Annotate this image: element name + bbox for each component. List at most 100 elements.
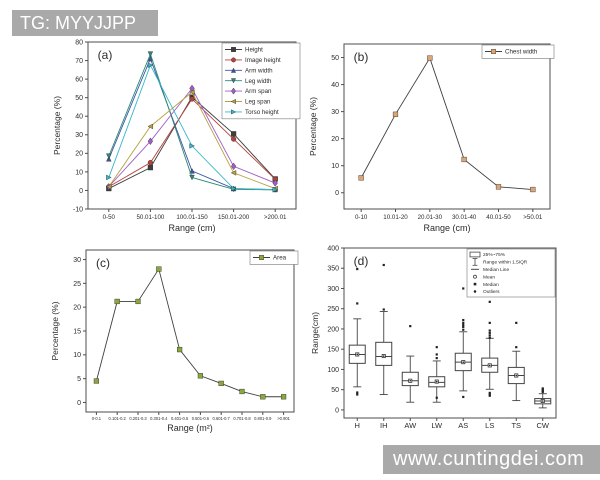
svg-text:300: 300 — [327, 286, 339, 293]
chart-svg-c: 0 5 10 15 20 25 30 0-0.1 0.101-0.2 0.201-0.3 0.301… — [50, 249, 299, 433]
svg-text:40: 40 — [331, 82, 339, 89]
svg-text:350: 350 — [327, 266, 339, 273]
svg-text:CW: CW — [537, 421, 550, 430]
svg-text:30: 30 — [331, 109, 339, 116]
svg-text:0: 0 — [79, 188, 83, 195]
svg-text:10: 10 — [73, 352, 81, 359]
svg-text:25%~75%: 25%~75% — [483, 252, 506, 258]
svg-text:AS: AS — [458, 421, 468, 430]
svg-text:0-0.1: 0-0.1 — [92, 416, 102, 421]
svg-text:10: 10 — [75, 169, 83, 176]
svg-text:H: H — [355, 421, 360, 430]
svg-text:200: 200 — [327, 326, 339, 333]
svg-text:30: 30 — [75, 132, 83, 139]
svg-text:Leg span: Leg span — [245, 99, 271, 106]
svg-text:LS: LS — [485, 421, 494, 430]
svg-text:20: 20 — [73, 305, 81, 312]
svg-text:400: 400 — [327, 245, 339, 252]
svg-text:Range within 1.5IQR: Range within 1.5IQR — [483, 260, 528, 266]
svg-text:Chest width: Chest width — [505, 49, 538, 56]
svg-text:50: 50 — [331, 387, 339, 394]
watermark-telegram-text: TG: MYYJJPP — [20, 12, 137, 33]
svg-text:0.701-0.8: 0.701-0.8 — [233, 416, 251, 421]
svg-text:50.01-100: 50.01-100 — [136, 214, 164, 221]
svg-text:-10: -10 — [73, 206, 83, 213]
svg-text:250: 250 — [327, 306, 339, 313]
svg-text:>0.901: >0.901 — [277, 416, 290, 421]
chart-svg-a: -10 0 10 20 30 40 50 60 70 80 0-50 50.01-100 100.01-… — [52, 39, 301, 233]
svg-text:>200.01: >200.01 — [264, 214, 287, 221]
svg-text:30: 30 — [73, 257, 81, 264]
svg-text:0.201-0.3: 0.201-0.3 — [129, 416, 147, 421]
svg-text:40.01-50: 40.01-50 — [486, 214, 511, 221]
svg-text:20: 20 — [75, 151, 83, 158]
watermark-website-badge: www.cuntingdei.com — [383, 445, 600, 474]
svg-text:Range(cm): Range(cm) — [310, 312, 320, 354]
subplot-b-line-chart: 0 10 20 30 40 50 0-10 10.01-20 20.01-30 30.01-40 4… — [306, 32, 558, 238]
svg-text:(d): (d) — [354, 254, 369, 268]
svg-text:0-10: 0-10 — [355, 214, 368, 221]
svg-text:0.101-0.2: 0.101-0.2 — [109, 416, 127, 421]
svg-text:70: 70 — [75, 58, 83, 65]
svg-text:Image height: Image height — [245, 57, 281, 64]
svg-text:150: 150 — [327, 347, 339, 354]
svg-text:Torso height: Torso height — [245, 109, 279, 116]
svg-text:Range (m²): Range (m²) — [167, 423, 213, 433]
watermark-telegram-badge: TG: MYYJJPP — [12, 10, 158, 36]
svg-text:5: 5 — [77, 376, 81, 383]
watermark-website-text: www.cuntingdei.com — [393, 448, 585, 470]
svg-text:0.301-0.4: 0.301-0.4 — [150, 416, 168, 421]
svg-text:Arm span: Arm span — [245, 88, 272, 95]
svg-text:0: 0 — [77, 400, 81, 407]
svg-text:0: 0 — [335, 407, 339, 414]
svg-text:20: 20 — [331, 136, 339, 143]
svg-text:30.01-40: 30.01-40 — [452, 214, 477, 221]
svg-text:Percentage (%): Percentage (%) — [308, 97, 318, 156]
svg-text:100: 100 — [327, 367, 339, 374]
svg-text:0: 0 — [335, 190, 339, 197]
svg-text:Range (cm): Range (cm) — [168, 223, 215, 233]
svg-text:(c): (c) — [96, 256, 110, 270]
svg-text:10.01-20: 10.01-20 — [383, 214, 408, 221]
svg-text:0-50: 0-50 — [103, 214, 116, 221]
svg-text:(a): (a) — [98, 48, 113, 62]
svg-text:(b): (b) — [354, 50, 369, 64]
svg-text:0.501-0.6: 0.501-0.6 — [192, 416, 210, 421]
subplot-d-box-plot: 0 50 100 150 200 250 300 350 400 H IH AW LW AS LS TS CW R… — [308, 240, 562, 444]
svg-text:0.401-0.5: 0.401-0.5 — [171, 416, 189, 421]
svg-text:80: 80 — [75, 39, 83, 46]
svg-text:Area: Area — [273, 255, 287, 262]
svg-text:Median: Median — [483, 282, 499, 288]
svg-text:20.01-30: 20.01-30 — [418, 214, 443, 221]
svg-text:Mean: Mean — [483, 274, 495, 280]
svg-text:IH: IH — [380, 421, 388, 430]
svg-text:50: 50 — [75, 95, 83, 102]
svg-text:>50.01: >50.01 — [523, 214, 543, 221]
svg-text:100.01-150: 100.01-150 — [176, 214, 208, 221]
svg-text:0.801-0.9: 0.801-0.9 — [254, 416, 272, 421]
svg-text:Arm width: Arm width — [245, 67, 273, 74]
svg-text:150.01-200: 150.01-200 — [218, 214, 250, 221]
svg-text:TS: TS — [511, 421, 521, 430]
svg-text:50: 50 — [331, 55, 339, 62]
svg-text:Percentage (%): Percentage (%) — [52, 96, 62, 155]
svg-text:10: 10 — [331, 163, 339, 170]
svg-text:AW: AW — [404, 421, 417, 430]
chart-svg-b: 0 10 20 30 40 50 0-10 10.01-20 20.01-30 30.01-40 4… — [308, 43, 555, 233]
svg-text:Outliers: Outliers — [483, 289, 500, 295]
chart-svg-d: 0 50 100 150 200 250 300 350 400 H IH AW LW AS LS TS CW R… — [310, 245, 557, 430]
svg-text:Leg width: Leg width — [245, 78, 272, 85]
svg-text:Percentage (%): Percentage (%) — [50, 301, 60, 360]
subplot-c-line-chart: 0 5 10 15 20 25 30 0-0.1 0.101-0.2 0.201-0.3 0.301… — [48, 242, 306, 444]
svg-text:60: 60 — [75, 77, 83, 84]
svg-text:40: 40 — [75, 114, 83, 121]
svg-text:0.601-0.7: 0.601-0.7 — [213, 416, 231, 421]
svg-text:Median Line: Median Line — [483, 267, 509, 273]
svg-text:Range (cm): Range (cm) — [423, 223, 470, 233]
svg-text:Height: Height — [245, 47, 263, 54]
subplot-a-line-chart: -10 0 10 20 30 40 50 60 70 80 0-50 50.01-100 100.01-… — [50, 32, 302, 238]
svg-text:LW: LW — [431, 421, 443, 430]
svg-text:25: 25 — [73, 281, 81, 288]
svg-text:15: 15 — [73, 328, 81, 335]
